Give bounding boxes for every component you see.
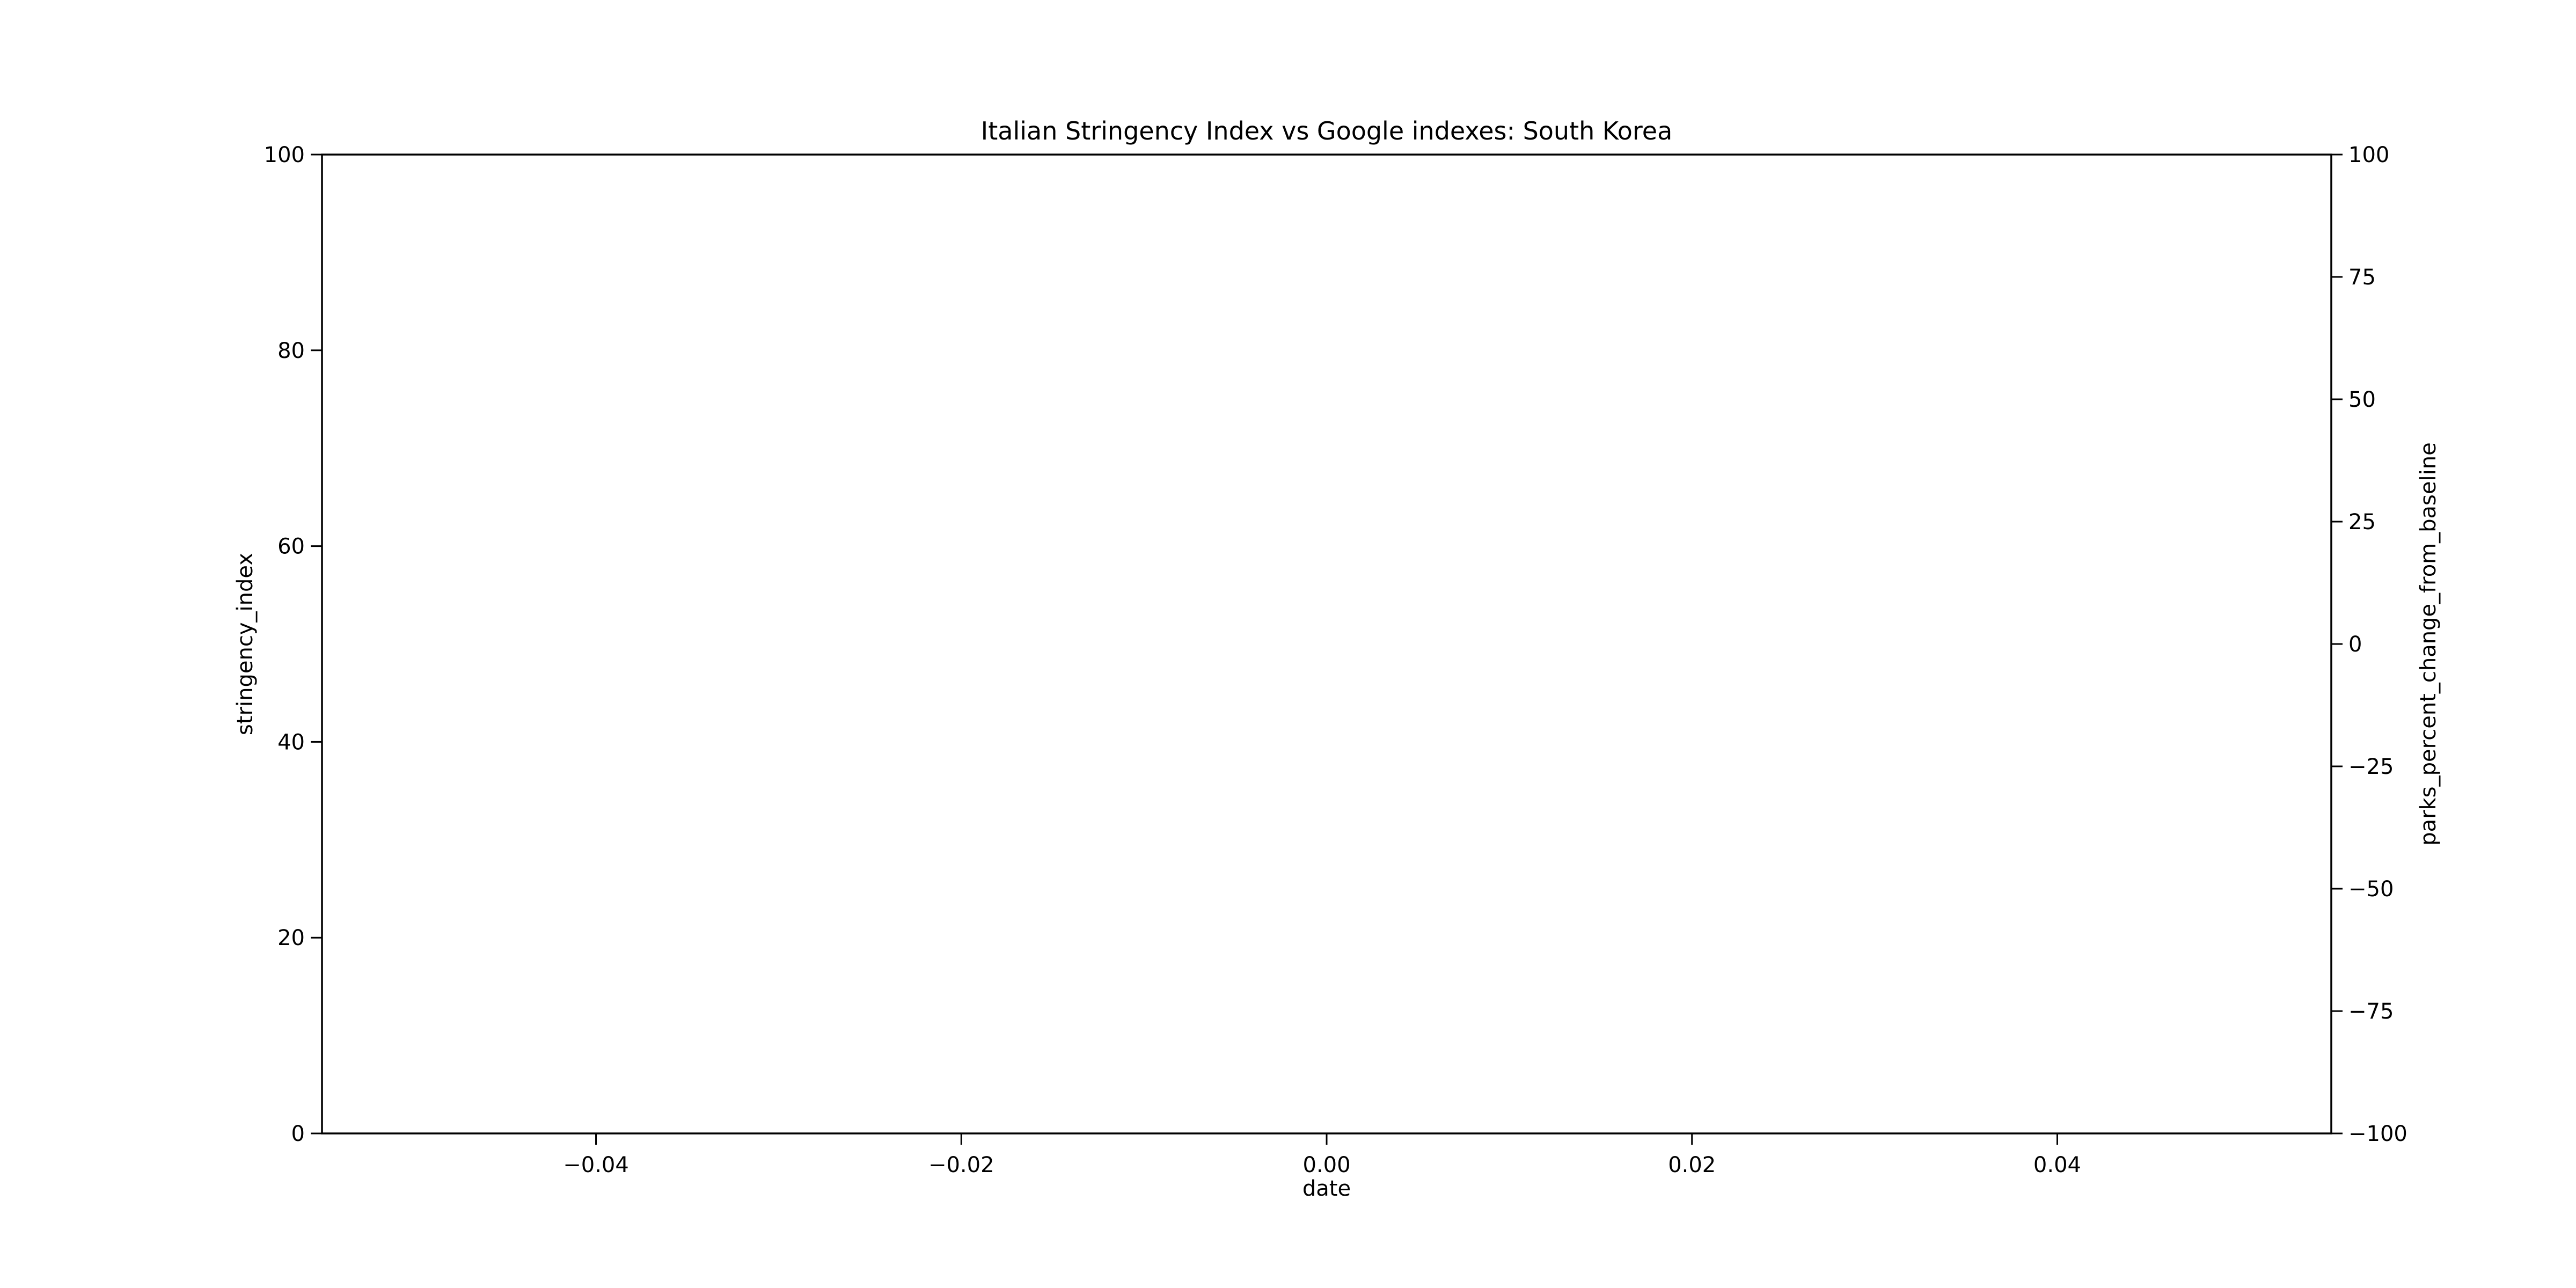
x-axis-label: date xyxy=(1302,1176,1351,1201)
y-left-tick-label: 100 xyxy=(264,143,305,167)
x-tick-label: −0.02 xyxy=(928,1153,994,1177)
y-axis-right-ticks: −100 −75 −50 −25 0 25 50 75 100 xyxy=(2331,143,2407,1146)
x-tick-label: 0.04 xyxy=(2033,1153,2081,1177)
y-left-tick-label: 20 xyxy=(277,926,305,950)
y-right-tick-label: −100 xyxy=(2348,1122,2407,1146)
y-right-tick-label: 50 xyxy=(2348,387,2376,412)
y-right-tick-label: −75 xyxy=(2348,999,2394,1024)
y-right-tick-label: 25 xyxy=(2348,510,2376,535)
x-tick-label: 0.02 xyxy=(1668,1153,1716,1177)
x-tick-label: −0.04 xyxy=(563,1153,629,1177)
y-left-tick-label: 40 xyxy=(277,730,305,755)
y-right-tick-label: 100 xyxy=(2348,143,2389,167)
y-left-tick-label: 0 xyxy=(291,1122,305,1146)
x-tick-label: 0.00 xyxy=(1302,1153,1350,1177)
y-right-tick-label: −25 xyxy=(2348,755,2394,779)
y-left-tick-label: 80 xyxy=(277,339,305,363)
x-axis-ticks: −0.04 −0.02 0.00 0.02 0.04 xyxy=(563,1133,2081,1177)
y-axis-left-label: stringency_index xyxy=(233,553,258,735)
plot-background xyxy=(322,155,2331,1133)
y-left-tick-label: 60 xyxy=(277,535,305,559)
y-axis-right-label: parks_percent_change_from_baseline xyxy=(2416,442,2441,845)
chart-title: Italian Stringency Index vs Google index… xyxy=(981,116,1673,145)
y-right-tick-label: −50 xyxy=(2348,877,2394,902)
y-axis-left-ticks: 0 20 40 60 80 100 xyxy=(264,143,322,1146)
y-right-tick-label: 0 xyxy=(2348,632,2362,657)
plot-frame xyxy=(321,153,2332,1135)
y-right-tick-label: 75 xyxy=(2348,265,2376,290)
